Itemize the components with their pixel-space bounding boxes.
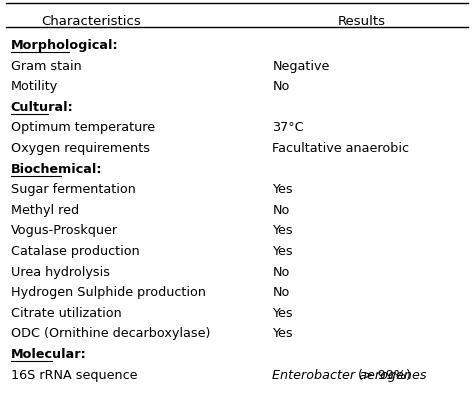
Text: (> 99%): (> 99%) bbox=[354, 369, 411, 382]
Text: 37°C: 37°C bbox=[273, 121, 304, 134]
Text: Results: Results bbox=[338, 15, 386, 28]
Text: Sugar fermentation: Sugar fermentation bbox=[11, 183, 136, 196]
Text: Oxygen requirements: Oxygen requirements bbox=[11, 142, 150, 155]
Text: Yes: Yes bbox=[273, 328, 293, 340]
Text: No: No bbox=[273, 266, 290, 279]
Text: Biochemical:: Biochemical: bbox=[11, 163, 102, 176]
Text: Urea hydrolysis: Urea hydrolysis bbox=[11, 266, 110, 279]
Text: Molecular:: Molecular: bbox=[11, 348, 87, 361]
Text: Methyl red: Methyl red bbox=[11, 204, 79, 217]
Text: Cultural:: Cultural: bbox=[11, 101, 73, 114]
Text: ODC (Ornithine decarboxylase): ODC (Ornithine decarboxylase) bbox=[11, 328, 210, 340]
Text: Yes: Yes bbox=[273, 307, 293, 320]
Text: Characteristics: Characteristics bbox=[41, 15, 141, 28]
Text: No: No bbox=[273, 286, 290, 299]
Text: Catalase production: Catalase production bbox=[11, 245, 139, 258]
Text: Yes: Yes bbox=[273, 225, 293, 237]
Text: Hydrogen Sulphide production: Hydrogen Sulphide production bbox=[11, 286, 206, 299]
Text: 16S rRNA sequence: 16S rRNA sequence bbox=[11, 369, 137, 382]
Text: Morphological:: Morphological: bbox=[11, 39, 118, 52]
Text: Vogus-Proskquer: Vogus-Proskquer bbox=[11, 225, 118, 237]
Text: Enterobacter aerogenes: Enterobacter aerogenes bbox=[273, 369, 427, 382]
Text: Motility: Motility bbox=[11, 80, 58, 93]
Text: Optimum temperature: Optimum temperature bbox=[11, 121, 155, 134]
Text: Yes: Yes bbox=[273, 245, 293, 258]
Text: Facultative anaerobic: Facultative anaerobic bbox=[273, 142, 410, 155]
Text: Gram stain: Gram stain bbox=[11, 59, 82, 73]
Text: Negative: Negative bbox=[273, 59, 330, 73]
Text: No: No bbox=[273, 204, 290, 217]
Text: Citrate utilization: Citrate utilization bbox=[11, 307, 121, 320]
Text: Yes: Yes bbox=[273, 183, 293, 196]
Text: No: No bbox=[273, 80, 290, 93]
